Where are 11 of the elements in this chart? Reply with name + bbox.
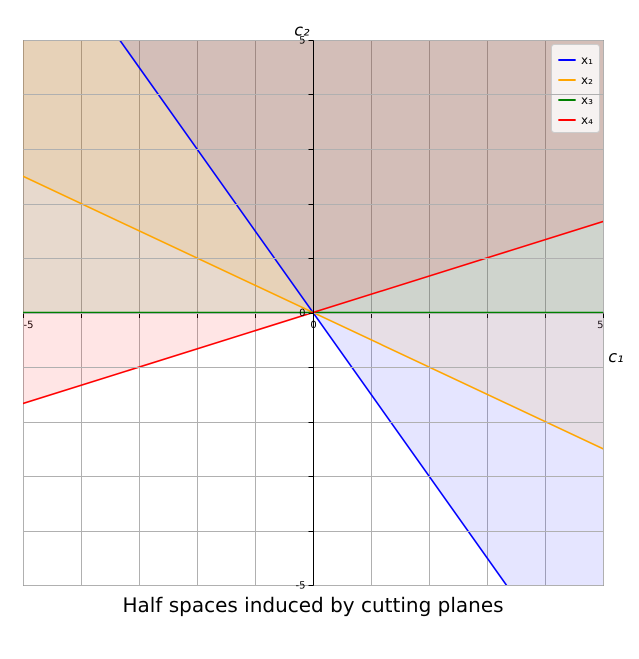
x-tick-label: 5 (597, 320, 604, 331)
y-tick-label: 5 (299, 36, 306, 46)
y-tick-label: -5 (296, 580, 306, 592)
legend-label: x₂ (581, 73, 594, 87)
x-tick-label: -5 (24, 320, 34, 331)
legend-label: x₁ (581, 53, 594, 67)
legend-label: x₄ (581, 113, 594, 127)
y-tick-label: 0 (299, 308, 306, 319)
text: Half spaces induced by cutting planes (122, 593, 504, 617)
legend-label: x₃ (581, 93, 594, 107)
x-axis-title: c₁ (608, 347, 624, 366)
